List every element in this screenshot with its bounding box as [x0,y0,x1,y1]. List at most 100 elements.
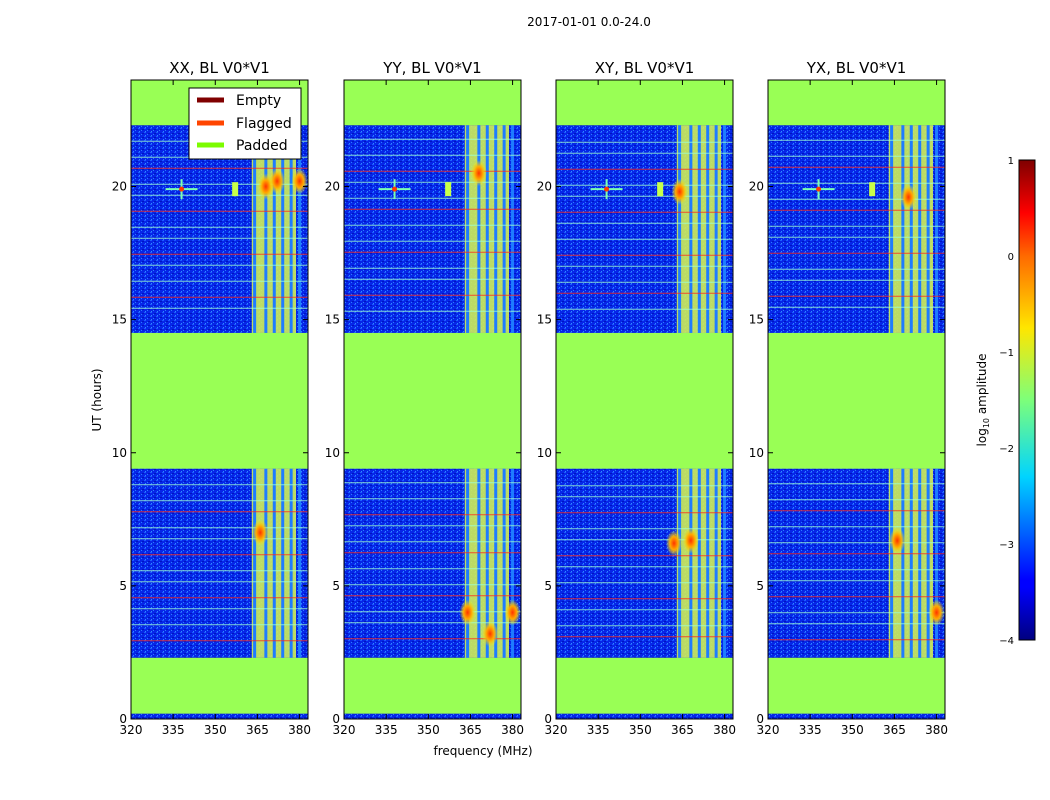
secondary-source [445,182,452,197]
x-tick-label: 335 [799,723,822,737]
y-tick-label: 20 [112,180,127,194]
burst [900,184,917,211]
y-tick-label: 0 [119,712,127,726]
secondary-source [657,182,664,197]
x-tick-label: 365 [671,723,694,737]
rfi-channel [714,125,718,333]
burst [482,620,499,647]
rfi-channel [281,125,285,333]
rfi-channel [935,125,939,333]
rfi-channel [706,125,710,333]
rfi-channel [918,468,922,658]
x-tick-label: 350 [841,723,864,737]
panel-title: YY, BL V0*V1 [382,59,481,77]
colorbar-tick-label: −2 [999,444,1014,455]
rfi-channel [678,125,682,333]
rfi-channel [678,468,682,658]
rfi-channel [466,468,470,658]
point-source [604,186,610,192]
y-tick-label: 10 [537,446,552,460]
x-tick-label: 380 [713,723,736,737]
x-tick-label: 380 [925,723,948,737]
x-tick-label: 365 [246,723,269,737]
x-tick-label: 365 [883,723,906,737]
x-tick-label: 350 [417,723,440,737]
burst [889,527,906,554]
burst [504,599,521,626]
y-tick-label: 0 [756,712,764,726]
data-block [556,713,733,719]
legend-label-padded: Padded [236,138,288,154]
rfi-channel [890,125,894,333]
colorbar-label-rest: amplitude [975,354,989,418]
panel-title: XY, BL V0*V1 [595,59,695,77]
x-tick-label: 335 [162,723,185,737]
data-block [344,713,521,719]
rfi-channel [477,125,481,333]
rfi-channel [494,468,498,658]
burst [928,599,945,626]
x-tick-label: 320 [545,723,568,737]
rfi-channel [502,125,506,333]
rfi-channel [723,125,727,333]
point-source [816,186,822,192]
y-tick-label: 15 [112,313,127,327]
rfi-channel [281,468,285,658]
rfi-channel [264,468,268,658]
burst [459,599,476,626]
y-tick-label: 10 [749,446,764,460]
rfi-channel [253,125,257,333]
legend-label-flagged: Flagged [236,116,292,132]
panel-1: XX, BL V0*V1 320 335 350 365 380 0 5 10 15 20 [112,59,311,737]
rfi-channel [298,468,302,658]
burst [671,178,688,205]
y-tick-label: 15 [749,313,764,327]
rfi-channel [485,125,489,333]
burst [682,527,699,554]
panel-3: XY, BL V0*V1 320 335 350 365 380 0 5 10 15 20 [537,59,736,737]
panel-2: YY, BL V0*V1 320 335 350 365 380 0 5 10 15 20 [325,59,524,737]
x-tick-label: 335 [375,723,398,737]
rfi-channel [502,468,506,658]
y-axis-label: UT (hours) [90,368,104,431]
burst [470,160,487,187]
rfi-channel [264,125,268,333]
x-tick-label: 380 [501,723,524,737]
rfi-channel [289,468,293,658]
rfi-channel [272,468,276,658]
rfi-channel [477,468,481,658]
rfi-channel [901,468,905,658]
panel-frame [343,79,522,720]
y-tick-label: 10 [112,446,127,460]
rfi-channel [901,125,905,333]
y-tick-label: 0 [544,712,552,726]
y-tick-label: 20 [537,180,552,194]
x-tick-label: 335 [587,723,610,737]
secondary-source [869,182,876,197]
colorbar-ticks: 1 0 −1 −2 −3 −4 [999,156,1014,647]
x-axis-label: frequency (MHz) [433,744,532,758]
colorbar: 10−1−2−3−4 log10 amplitude [975,156,1036,647]
rfi-channel [485,468,489,658]
y-tick-label: 15 [537,313,552,327]
rfi-channel [935,468,939,658]
rfi-channel [697,468,701,658]
x-tick-label: 320 [333,723,356,737]
rfi-channel [272,125,276,333]
burst [291,168,308,195]
data-block [131,713,308,719]
rfi-channel [909,468,913,658]
panel-frame [767,79,946,720]
colorbar-tick-label: −4 [999,636,1014,647]
rfi-channel [697,125,701,333]
y-tick-label: 0 [332,712,340,726]
colorbar-gradient [1018,159,1036,641]
colorbar-tick-label: −1 [999,348,1014,359]
rfi-channel [918,125,922,333]
rfi-channel [466,125,470,333]
panel-4: YX, BL V0*V1 320 335 350 365 380 0 5 10 15 20 [749,59,948,737]
rfi-channel [511,468,515,658]
rfi-channel [890,468,894,658]
y-tick-label: 5 [332,579,340,593]
